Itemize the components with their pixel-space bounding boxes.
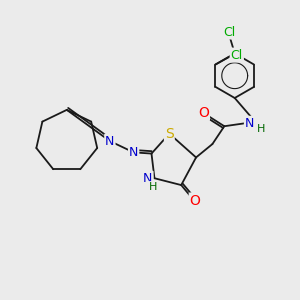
Text: H: H <box>257 124 266 134</box>
Text: Cl: Cl <box>231 49 243 62</box>
Text: N: N <box>143 172 153 185</box>
Text: O: O <box>198 106 209 120</box>
Text: N: N <box>105 135 115 148</box>
Text: N: N <box>129 146 138 159</box>
Text: H: H <box>149 182 157 192</box>
Text: O: O <box>190 194 201 208</box>
Text: N: N <box>245 117 254 130</box>
Text: S: S <box>165 127 174 141</box>
Text: Cl: Cl <box>223 26 236 38</box>
